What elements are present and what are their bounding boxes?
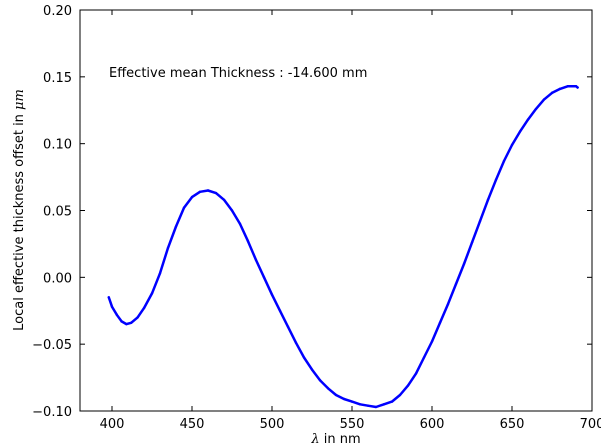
data-point: [120, 320, 123, 323]
plot-background: [80, 10, 592, 411]
data-point: [206, 189, 210, 192]
x-tick-label: 600: [420, 417, 445, 432]
data-point: [470, 241, 474, 244]
data-point: [230, 209, 234, 212]
data-point: [130, 321, 133, 324]
data-point: [214, 191, 218, 195]
data-point: [550, 91, 554, 95]
data-point: [502, 159, 506, 163]
data-point: [326, 387, 330, 390]
data-point: [398, 393, 402, 397]
data-point: [246, 240, 250, 243]
data-point: [542, 98, 546, 101]
data-point: [414, 372, 418, 375]
data-point: [350, 400, 354, 403]
data-point: [454, 282, 458, 286]
data-point: [310, 368, 314, 371]
y-axis-label: Local effective thickness offset in μm: [12, 89, 27, 331]
data-point: [438, 321, 442, 324]
x-tick-label: 650: [500, 417, 525, 432]
data-point: [115, 313, 119, 316]
data-point: [142, 306, 146, 310]
x-axis-ticks: 400 450 500 550 600 650 700: [100, 10, 601, 432]
series-layer: [107, 84, 579, 409]
data-point: [238, 222, 242, 226]
y-tick-label: 0.10: [43, 138, 72, 153]
y-axis-label-text: Local effective thickness offset in: [12, 110, 27, 331]
data-point: [494, 178, 498, 181]
data-point: [574, 84, 578, 88]
data-point: [342, 397, 346, 401]
data-point: [390, 400, 394, 403]
y-tick-label: −0.10: [32, 405, 72, 420]
data-point: [571, 84, 574, 88]
data-point: [534, 107, 538, 111]
plot-area: [79, 9, 593, 412]
x-tick-label: 700: [580, 417, 601, 432]
data-point: [422, 356, 426, 359]
y-tick-label: −0.05: [32, 338, 72, 353]
data-point: [158, 272, 162, 275]
data-point: [286, 325, 290, 328]
data-point: [366, 404, 370, 407]
y-tick-label: 0.05: [43, 205, 72, 220]
x-axis-label: λ in nm: [310, 432, 360, 447]
data-point: [374, 405, 378, 409]
y-tick-label: 0.20: [43, 4, 72, 19]
data-point: [510, 143, 514, 147]
data-point: [150, 292, 154, 295]
data-point: [518, 130, 522, 133]
data-point: [382, 403, 386, 406]
data-point: [198, 190, 202, 193]
data-point: [334, 393, 338, 397]
data-point: [270, 293, 274, 296]
data-point: [462, 262, 466, 266]
data-point: [262, 276, 266, 279]
data-point: [576, 86, 579, 89]
x-tick-label: 500: [260, 417, 285, 432]
data-point: [294, 341, 298, 345]
y-tick-label: 0.00: [43, 271, 72, 286]
data-point: [558, 87, 562, 91]
data-point: [190, 195, 194, 199]
data-point: [430, 340, 434, 343]
data-point: [318, 379, 322, 382]
data-point: [166, 246, 170, 250]
data-point: [278, 309, 282, 312]
data-point: [358, 403, 362, 406]
data-point: [446, 302, 450, 306]
x-tick-label: 550: [340, 417, 365, 432]
data-point: [174, 225, 178, 228]
data-point: [478, 219, 482, 223]
x-tick-label: 400: [100, 417, 125, 432]
mean-thickness-annotation: Effective mean Thickness : -14.600 mm: [109, 66, 367, 81]
data-point: [222, 198, 226, 202]
series-line: [107, 84, 579, 409]
y-axis-label-unit: μm: [12, 89, 27, 110]
data-point: [125, 322, 128, 326]
data-point: [526, 118, 530, 121]
y-axis-ticks: −0.10 −0.05 0.00 0.05 0.10 0.15 0.20: [32, 4, 592, 420]
data-point: [136, 316, 139, 319]
x-tick-label: 450: [180, 417, 205, 432]
data-point: [486, 198, 490, 202]
data-point: [254, 258, 258, 262]
y-tick-label: 0.15: [43, 71, 72, 86]
data-point: [107, 296, 111, 299]
x-axis-label-rest: in nm: [320, 432, 361, 447]
data-point: [406, 384, 410, 387]
data-point: [110, 305, 114, 308]
x-axis-label-symbol: λ: [310, 432, 319, 447]
data-point: [302, 356, 306, 359]
data-point: [182, 206, 186, 210]
data-point: [566, 84, 570, 88]
